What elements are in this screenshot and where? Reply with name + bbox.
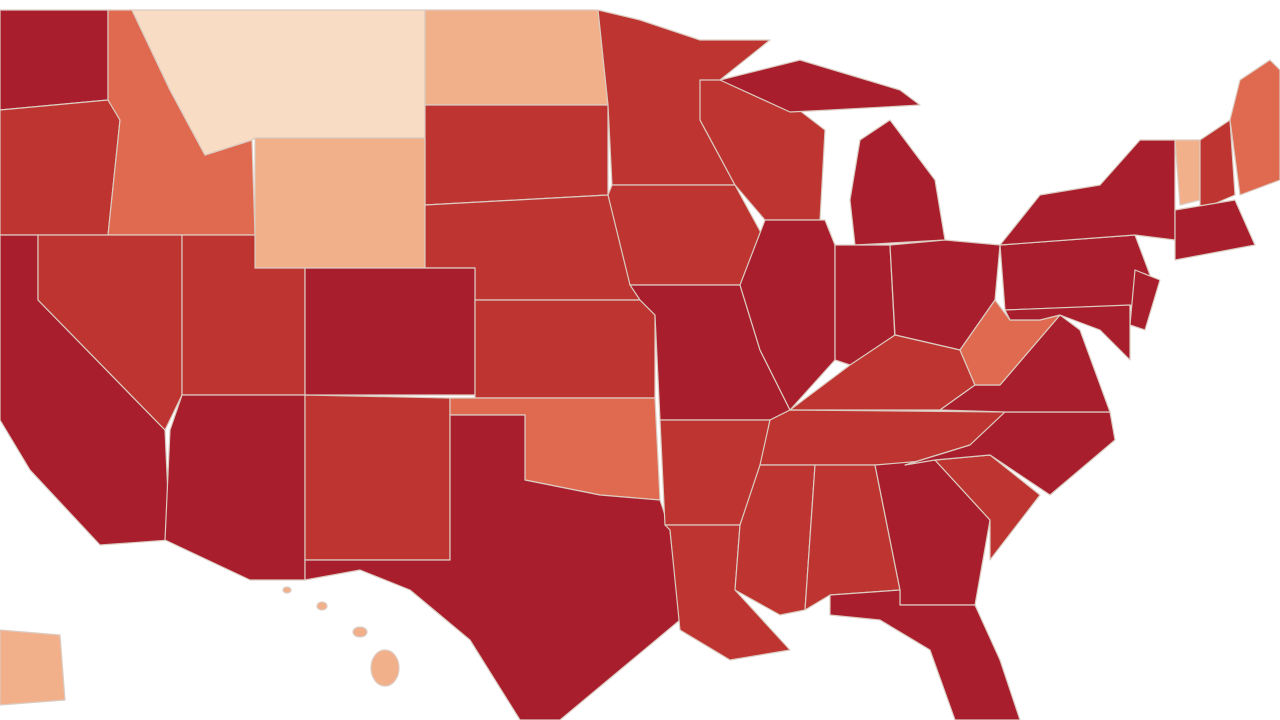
- states: [0, 9, 1280, 720]
- region: [37, 234, 183, 431]
- region: [304, 414, 681, 720]
- region: [424, 104, 609, 206]
- region: [370, 649, 400, 687]
- region: [254, 137, 426, 269]
- region: [316, 601, 328, 611]
- region: [1004, 304, 1131, 361]
- region: [829, 589, 1021, 720]
- region: [0, 9, 109, 111]
- region: [1174, 199, 1256, 261]
- region: [424, 9, 609, 106]
- region: [352, 626, 368, 638]
- region: [282, 586, 292, 594]
- region: [0, 629, 66, 706]
- region: [719, 59, 921, 113]
- region: [999, 139, 1176, 246]
- region: [739, 219, 836, 411]
- region: [1199, 119, 1236, 211]
- region: [304, 394, 451, 561]
- region: [0, 99, 121, 236]
- region: [474, 299, 656, 399]
- region: [1174, 139, 1201, 206]
- region: [607, 184, 766, 286]
- region: [304, 267, 476, 396]
- region: [1229, 59, 1280, 196]
- region: [904, 411, 1116, 496]
- region: [1129, 269, 1161, 331]
- region: [999, 234, 1151, 311]
